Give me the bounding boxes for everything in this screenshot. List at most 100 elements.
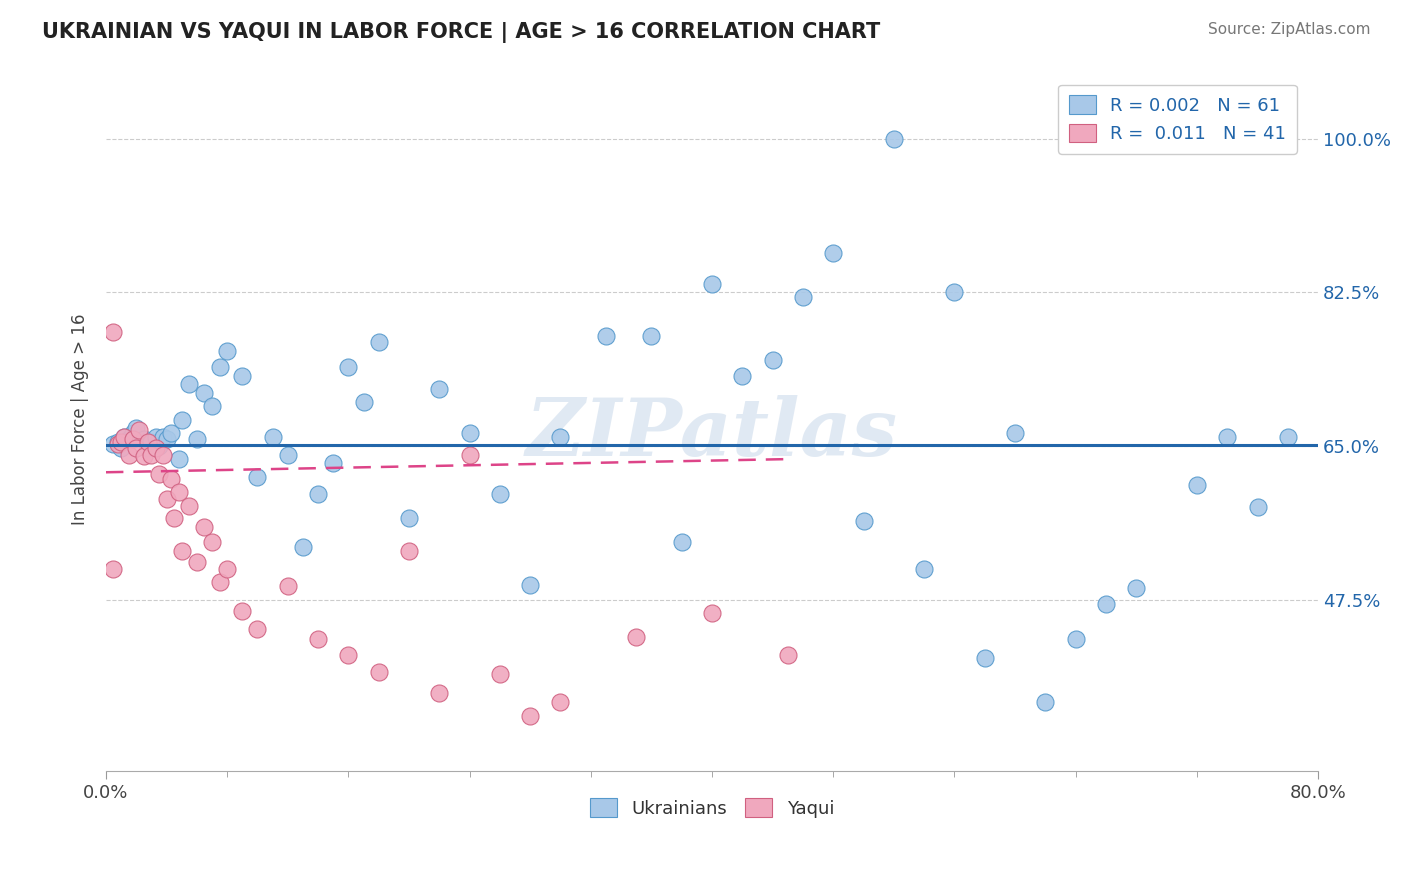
- Point: [201, 535, 224, 549]
- Point: [550, 695, 572, 709]
- Y-axis label: In Labor Force | Age > 16: In Labor Force | Age > 16: [72, 314, 89, 525]
- Point: [337, 359, 360, 374]
- Point: [367, 335, 389, 350]
- Point: [700, 606, 723, 620]
- Point: [107, 437, 129, 451]
- Point: [489, 667, 512, 681]
- Point: [132, 450, 155, 464]
- Point: [912, 562, 935, 576]
- Point: [1216, 430, 1239, 444]
- Point: [1035, 695, 1057, 709]
- Point: [489, 487, 512, 501]
- Point: [1004, 425, 1026, 440]
- Point: [246, 469, 269, 483]
- Point: [112, 430, 135, 444]
- Point: [595, 329, 617, 343]
- Point: [103, 562, 125, 576]
- Point: [128, 423, 150, 437]
- Point: [160, 472, 183, 486]
- Point: [138, 441, 160, 455]
- Point: [883, 132, 905, 146]
- Point: [155, 491, 177, 506]
- Point: [291, 540, 314, 554]
- Point: [186, 432, 208, 446]
- Point: [110, 434, 132, 449]
- Point: [1277, 430, 1299, 444]
- Point: [427, 382, 450, 396]
- Point: [322, 457, 344, 471]
- Point: [943, 285, 966, 300]
- Point: [217, 344, 239, 359]
- Point: [776, 648, 799, 662]
- Point: [160, 425, 183, 440]
- Point: [307, 632, 329, 646]
- Point: [125, 441, 148, 455]
- Point: [125, 421, 148, 435]
- Point: [163, 511, 186, 525]
- Point: [231, 368, 253, 383]
- Text: ZIPatlas: ZIPatlas: [526, 395, 898, 473]
- Point: [145, 430, 167, 444]
- Point: [823, 245, 845, 260]
- Point: [179, 499, 201, 513]
- Point: [141, 448, 163, 462]
- Point: [217, 562, 239, 576]
- Point: [152, 448, 174, 462]
- Point: [1185, 478, 1208, 492]
- Point: [337, 648, 360, 662]
- Point: [458, 448, 481, 462]
- Point: [427, 686, 450, 700]
- Point: [398, 511, 420, 525]
- Point: [103, 437, 125, 451]
- Point: [398, 544, 420, 558]
- Point: [117, 432, 139, 446]
- Point: [246, 622, 269, 636]
- Point: [103, 325, 125, 339]
- Point: [208, 574, 231, 589]
- Point: [141, 434, 163, 449]
- Point: [1095, 597, 1118, 611]
- Point: [170, 544, 193, 558]
- Legend: Ukrainians, Yaqui: Ukrainians, Yaqui: [582, 791, 841, 825]
- Point: [193, 386, 215, 401]
- Point: [1246, 500, 1268, 515]
- Point: [731, 368, 754, 383]
- Point: [1125, 581, 1147, 595]
- Point: [307, 487, 329, 501]
- Point: [458, 425, 481, 440]
- Point: [110, 441, 132, 455]
- Point: [148, 467, 170, 481]
- Point: [138, 434, 160, 449]
- Point: [671, 535, 693, 549]
- Point: [122, 432, 145, 446]
- Point: [277, 579, 299, 593]
- Text: Source: ZipAtlas.com: Source: ZipAtlas.com: [1208, 22, 1371, 37]
- Point: [112, 430, 135, 444]
- Point: [148, 439, 170, 453]
- Point: [186, 555, 208, 569]
- Text: UKRAINIAN VS YAQUI IN LABOR FORCE | AGE > 16 CORRELATION CHART: UKRAINIAN VS YAQUI IN LABOR FORCE | AGE …: [42, 22, 880, 44]
- Point: [519, 709, 541, 723]
- Point: [277, 448, 299, 462]
- Point: [170, 412, 193, 426]
- Point: [792, 290, 814, 304]
- Point: [201, 400, 224, 414]
- Point: [640, 329, 662, 343]
- Point: [973, 651, 995, 665]
- Point: [231, 604, 253, 618]
- Point: [626, 630, 648, 644]
- Point: [852, 514, 875, 528]
- Point: [193, 519, 215, 533]
- Point: [167, 484, 190, 499]
- Point: [262, 430, 284, 444]
- Point: [145, 441, 167, 455]
- Point: [117, 448, 139, 462]
- Point: [550, 430, 572, 444]
- Point: [155, 432, 177, 446]
- Point: [700, 277, 723, 291]
- Point: [179, 377, 201, 392]
- Point: [762, 352, 785, 367]
- Point: [367, 665, 389, 680]
- Point: [122, 425, 145, 440]
- Point: [167, 452, 190, 467]
